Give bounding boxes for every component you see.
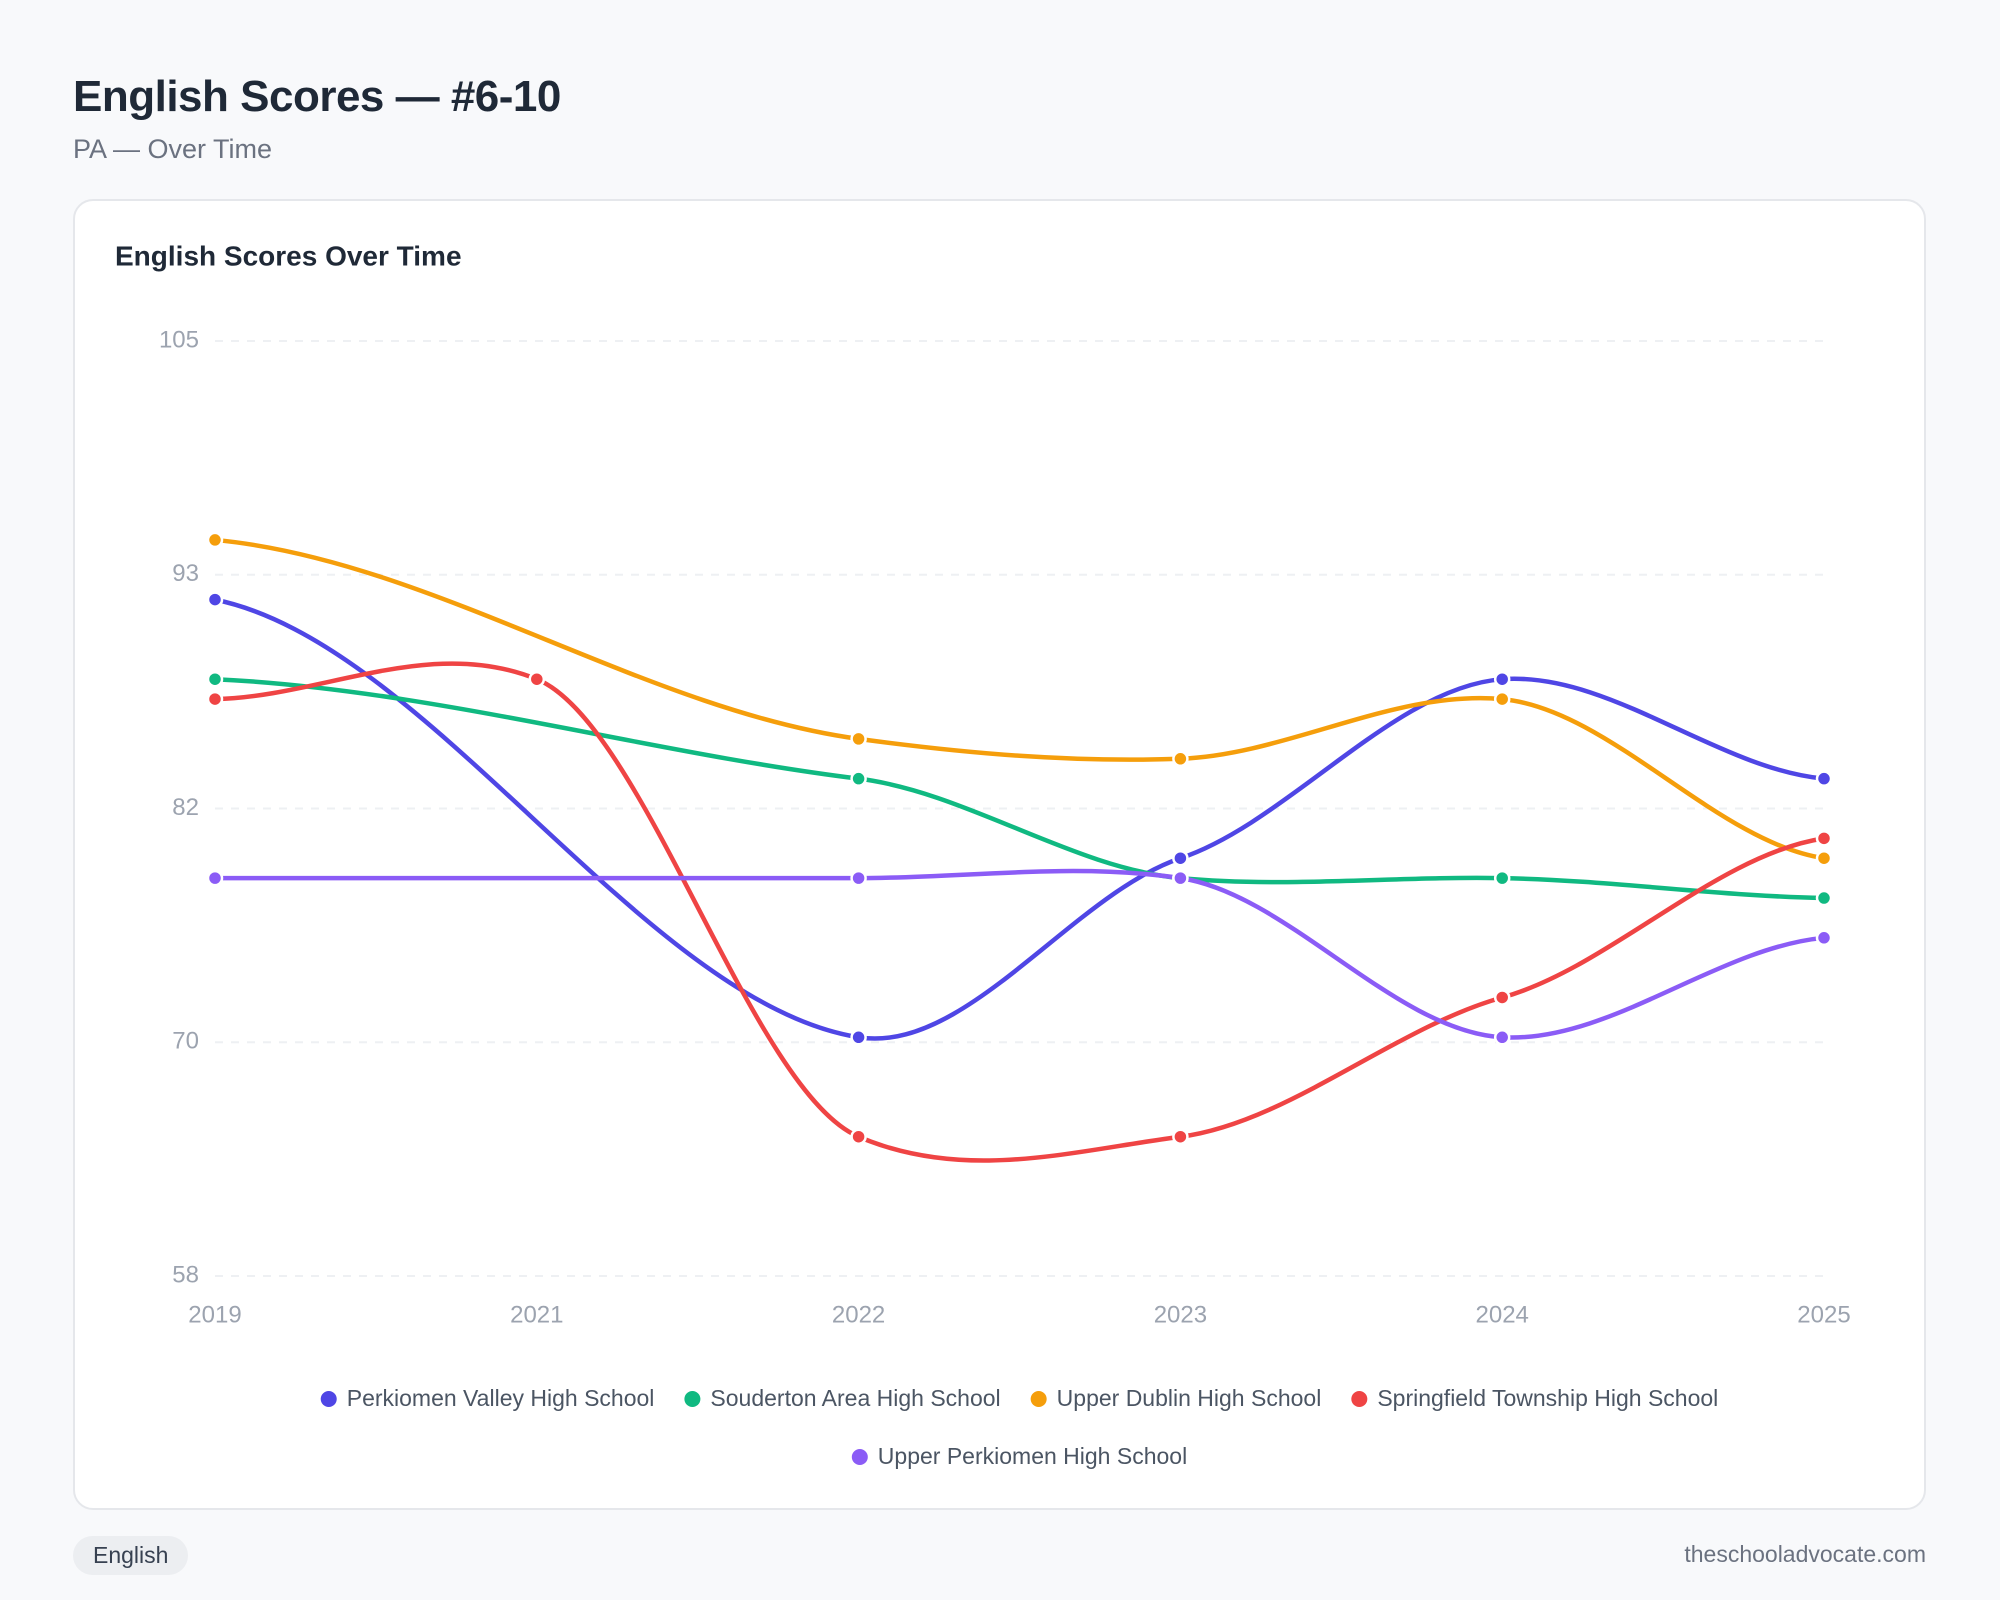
data-point [850, 869, 867, 887]
chart-title: English Scores Over Time [115, 240, 462, 271]
legend-label: Upper Perkiomen High School [878, 1443, 1187, 1469]
data-point [1172, 849, 1189, 867]
data-point [1493, 670, 1511, 688]
data-point [1815, 830, 1833, 847]
legend-label: Perkiomen Valley High School [347, 1385, 655, 1411]
data-point [206, 591, 224, 608]
chart-card [73, 199, 1926, 1510]
series-line [1180, 995, 1503, 1139]
series-line [1502, 676, 1825, 781]
legend-item[interactable]: Perkiomen Valley High School [320, 1385, 655, 1411]
series-line [214, 537, 859, 742]
legend-swatch [684, 1391, 701, 1407]
y-tick-label: 82 [172, 794, 199, 821]
data-point [850, 770, 867, 787]
series-line [857, 1134, 1181, 1163]
data-point [1493, 690, 1511, 708]
legend-item[interactable]: Upper Perkiomen High School [851, 1443, 1187, 1469]
y-tick-label: 70 [172, 1028, 199, 1055]
series-line [1501, 836, 1825, 1000]
series-line [214, 661, 538, 702]
data-point [1172, 1128, 1189, 1145]
subject-tag[interactable]: English [73, 1536, 189, 1575]
series-line [214, 676, 859, 781]
series-line [1180, 875, 1503, 1040]
legend-swatch [851, 1449, 868, 1465]
data-point [1493, 1029, 1511, 1046]
data-point [1815, 889, 1833, 907]
legend-label: Springfield Township High School [1377, 1385, 1718, 1411]
data-point [850, 730, 867, 748]
x-tick-label: 2024 [1476, 1301, 1529, 1328]
y-tick-label: 93 [172, 560, 199, 587]
legend-swatch [1030, 1391, 1047, 1407]
data-point [1172, 750, 1189, 768]
data-point [850, 1029, 867, 1046]
series-line [1180, 875, 1503, 885]
data-point [850, 1128, 867, 1145]
data-point [1815, 770, 1833, 787]
series-line [1501, 696, 1825, 861]
data-point [1172, 869, 1189, 887]
series-line [214, 597, 859, 1040]
data-point [1493, 869, 1511, 887]
y-tick-label: 105 [159, 326, 199, 353]
legend-swatch [320, 1391, 337, 1407]
series-line [1502, 935, 1825, 1040]
series-line [858, 868, 1181, 881]
x-tick-label: 2023 [1154, 1301, 1207, 1328]
x-tick-label: 2019 [188, 1301, 241, 1328]
series-line [1502, 875, 1825, 901]
data-point [206, 531, 224, 549]
data-point [1493, 989, 1511, 1006]
x-tick-label: 2021 [510, 1301, 563, 1328]
series-line [858, 856, 1182, 1041]
series-line [858, 776, 1181, 881]
legend-label: Souderton Area High School [710, 1385, 1000, 1411]
data-point [1815, 849, 1833, 867]
legend-label: Upper Dublin High School [1057, 1385, 1322, 1411]
series-line [1179, 676, 1503, 861]
data-point [206, 670, 224, 688]
data-point [528, 670, 546, 688]
source[interactable]: theschooladvocate.com [1684, 1541, 1926, 1567]
series-line [858, 736, 1181, 762]
y-tick-label: 58 [172, 1261, 199, 1288]
data-point [1815, 929, 1833, 947]
page-title: English Scores — #6-10 [73, 72, 561, 121]
data-point [206, 690, 224, 708]
x-tick-label: 2022 [832, 1301, 885, 1328]
page-subtitle: PA — Over Time [73, 134, 273, 164]
legend-item[interactable]: Souderton Area High School [684, 1385, 1001, 1411]
x-tick-label: 2025 [1797, 1301, 1850, 1328]
series-line [535, 677, 860, 1139]
legend-item[interactable]: Upper Dublin High School [1030, 1385, 1322, 1411]
data-point [206, 869, 224, 887]
legend-item[interactable]: Springfield Township High School [1351, 1385, 1718, 1411]
legend-swatch [1351, 1391, 1368, 1407]
series-line [1180, 695, 1503, 762]
